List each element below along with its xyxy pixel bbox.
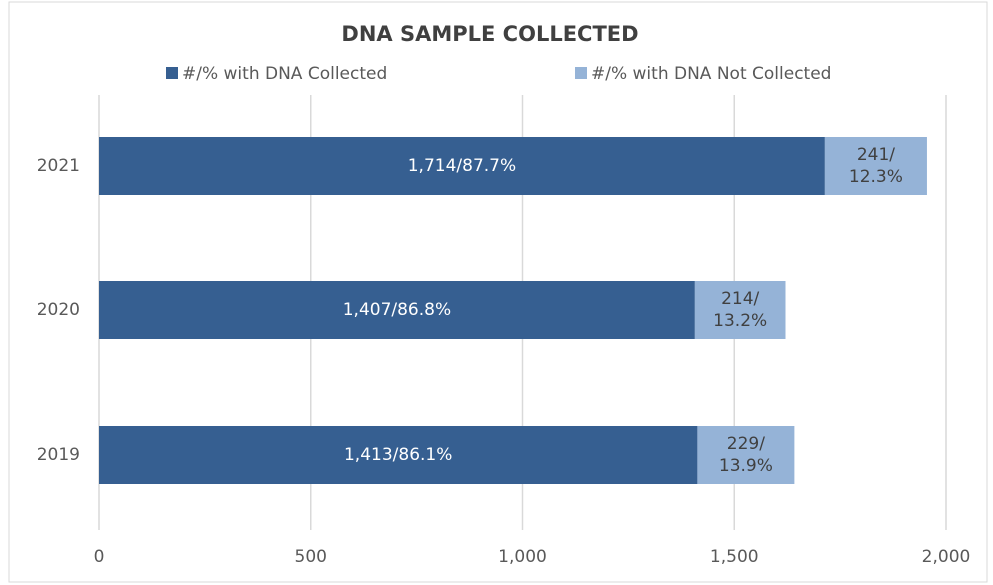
x-tick-label: 500 [295, 547, 327, 567]
x-tick-label: 1,000 [498, 547, 547, 567]
legend-label: #/% with DNA Collected [182, 64, 387, 84]
legend-swatch [166, 67, 178, 79]
y-tick-label: 2020 [37, 300, 80, 320]
bar [99, 281, 695, 339]
data-label: 229/13.9% [719, 434, 773, 476]
chart-title: DNA SAMPLE COLLECTED [341, 22, 638, 46]
data-label: 1,413/86.1% [344, 445, 452, 465]
bar [99, 426, 698, 484]
data-label: 1,714/87.7% [408, 156, 516, 176]
bar [697, 426, 795, 484]
data-label: 1,407/86.8% [343, 300, 451, 320]
x-tick-label: 1,500 [710, 547, 759, 567]
y-tick-label: 2019 [37, 445, 80, 465]
legend-swatch [575, 67, 587, 79]
x-tick-label: 0 [94, 547, 105, 567]
bar [694, 281, 786, 339]
data-label: 241/12.3% [849, 145, 903, 187]
x-tick-label: 2,000 [922, 547, 971, 567]
y-tick-label: 2021 [37, 156, 80, 176]
bar [824, 137, 927, 195]
data-label: 214/13.2% [713, 289, 767, 331]
legend-label: #/% with DNA Not Collected [591, 64, 831, 84]
bar [99, 137, 825, 195]
